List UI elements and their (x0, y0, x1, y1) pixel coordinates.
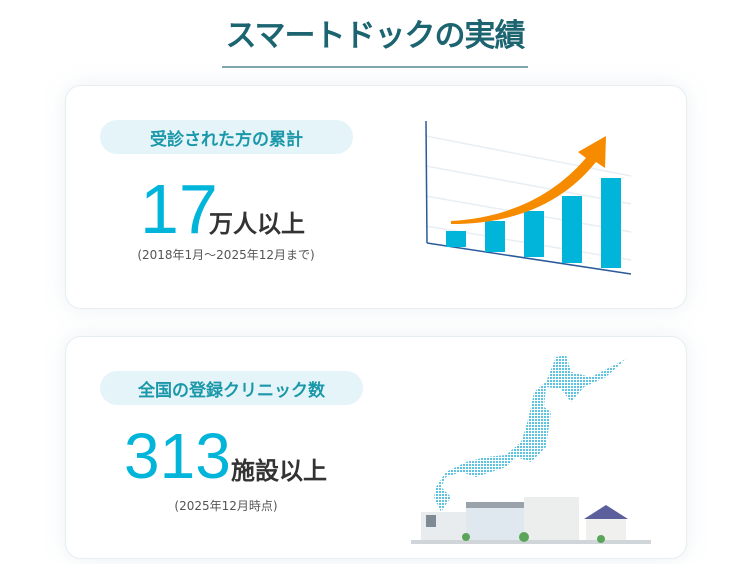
bar (485, 221, 505, 252)
bar (524, 211, 544, 257)
stat-note: (2025年12月時点) (174, 499, 278, 513)
stat-number: 313 (124, 420, 231, 492)
bar (446, 231, 466, 247)
stat-note: (2018年1月～2025年12月まで) (137, 248, 315, 262)
card-registered-clinics: 全国の登録クリニック数 313 施設以上 (2025年12月時点) (65, 336, 687, 559)
y-axis (425, 120, 428, 244)
bar (562, 196, 582, 263)
card-total-patients: 受診された方の累計 17 万人以上 (2018年1月～2025年12月まで) (65, 85, 687, 309)
card-label: 受診された方の累計 (100, 120, 353, 154)
rising-chart-illustration (425, 120, 632, 275)
clinic-buildings-icon (411, 497, 651, 544)
title-underline (222, 66, 528, 68)
stat-number: 17 (140, 170, 218, 248)
stat-unit: 施設以上 (231, 457, 327, 485)
page-title: スマートドックの実績 (225, 18, 525, 54)
x-axis (426, 242, 632, 275)
bar (601, 178, 621, 268)
card-label: 全国の登録クリニック数 (100, 371, 363, 405)
arrow-icon (451, 136, 606, 224)
japan-map (434, 355, 626, 512)
japan-map-illustration (411, 355, 651, 544)
stat-unit: 万人以上 (209, 210, 305, 238)
